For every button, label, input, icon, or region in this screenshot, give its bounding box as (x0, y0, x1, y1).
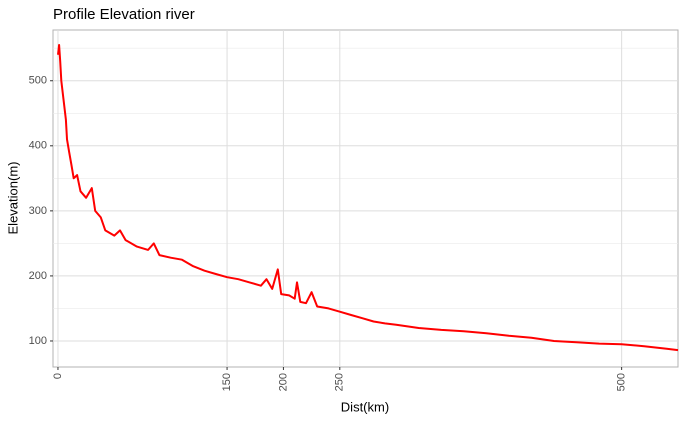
panel (52, 29, 679, 368)
x-axis-label: Dist(km) (341, 399, 389, 414)
y-tick-label: 100 (29, 335, 47, 347)
elevation-line (57, 44, 679, 352)
x-tick-label: 500 (616, 373, 628, 391)
y-tick-label: 300 (29, 205, 47, 217)
y-tick-label: 400 (29, 140, 47, 152)
x-tick-label: 0 (52, 373, 64, 379)
y-tick-label: 200 (29, 270, 47, 282)
x-tick-label: 250 (334, 373, 346, 391)
y-tick-label: 500 (29, 75, 47, 87)
x-tick-label: 150 (221, 373, 233, 391)
x-tick-label: 200 (277, 373, 289, 391)
y-axis-label: Elevation(m) (5, 162, 20, 235)
chart-title: Profile Elevation river (53, 6, 195, 23)
